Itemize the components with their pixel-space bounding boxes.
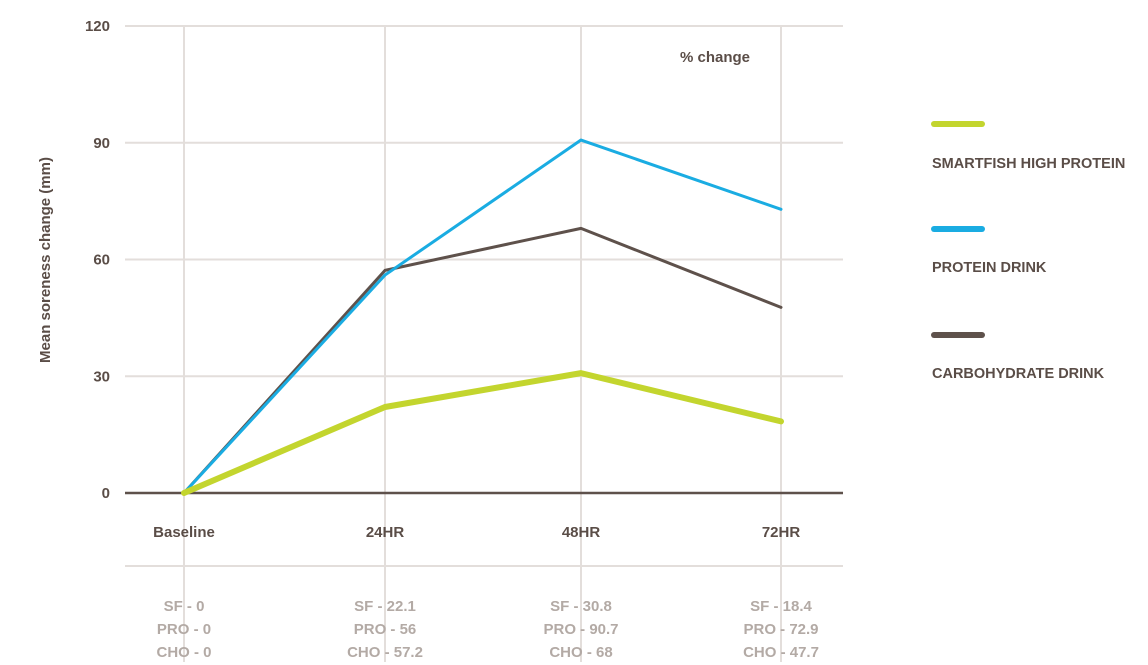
series-line — [182, 226, 783, 495]
x-tick-label: 24HR — [366, 524, 405, 541]
summary-value-label: CHO - 0 — [156, 644, 211, 661]
legend-label: SMARTFISH HIGH PROTEIN — [932, 156, 1125, 172]
summary-value-label: SF - 0 — [164, 598, 205, 615]
summary-value-label: CHO - 68 — [549, 644, 612, 661]
y-tick-label: 30 — [93, 368, 110, 385]
x-tick-label: 48HR — [562, 524, 601, 541]
summary-value-label: PRO - 72.9 — [743, 621, 818, 638]
summary-value-label: SF - 18.4 — [750, 598, 812, 615]
summary-value-label: SF - 30.8 — [550, 598, 612, 615]
axes: Mean soreness change (mm) % change 0 30 60… — [37, 18, 843, 541]
y-tick-label: 60 — [93, 252, 110, 269]
summary-values: SF - 0 PRO - 0 CHO - 0 SF - 22.1 PRO - 56 CHO… — [156, 598, 818, 661]
percent-change-annotation: % change — [680, 49, 750, 66]
summary-value-label: SF - 22.1 — [354, 598, 416, 615]
y-tick-label: 90 — [93, 135, 110, 152]
series-line — [181, 370, 784, 496]
legend-label: PROTEIN DRINK — [932, 260, 1047, 276]
legend: SMARTFISH HIGH PROTEIN PROTEIN DRINK CARBO… — [931, 121, 1125, 382]
legend-label: CARBOHYDRATE DRINK — [932, 366, 1105, 382]
y-axis-label: Mean soreness change (mm) — [37, 157, 54, 363]
x-tick-label: 72HR — [762, 524, 801, 541]
series — [181, 138, 784, 496]
summary-value-label: CHO - 57.2 — [347, 644, 423, 661]
summary-value-label: PRO - 90.7 — [543, 621, 618, 638]
x-tick-label: Baseline — [153, 524, 215, 541]
grid — [125, 25, 843, 662]
summary-value-label: PRO - 0 — [157, 621, 211, 638]
summary-value-label: CHO - 47.7 — [743, 644, 819, 661]
summary-value-label: PRO - 56 — [354, 621, 417, 638]
y-tick-label: 120 — [85, 18, 110, 35]
series-line — [182, 138, 783, 495]
y-tick-label: 0 — [102, 485, 110, 502]
